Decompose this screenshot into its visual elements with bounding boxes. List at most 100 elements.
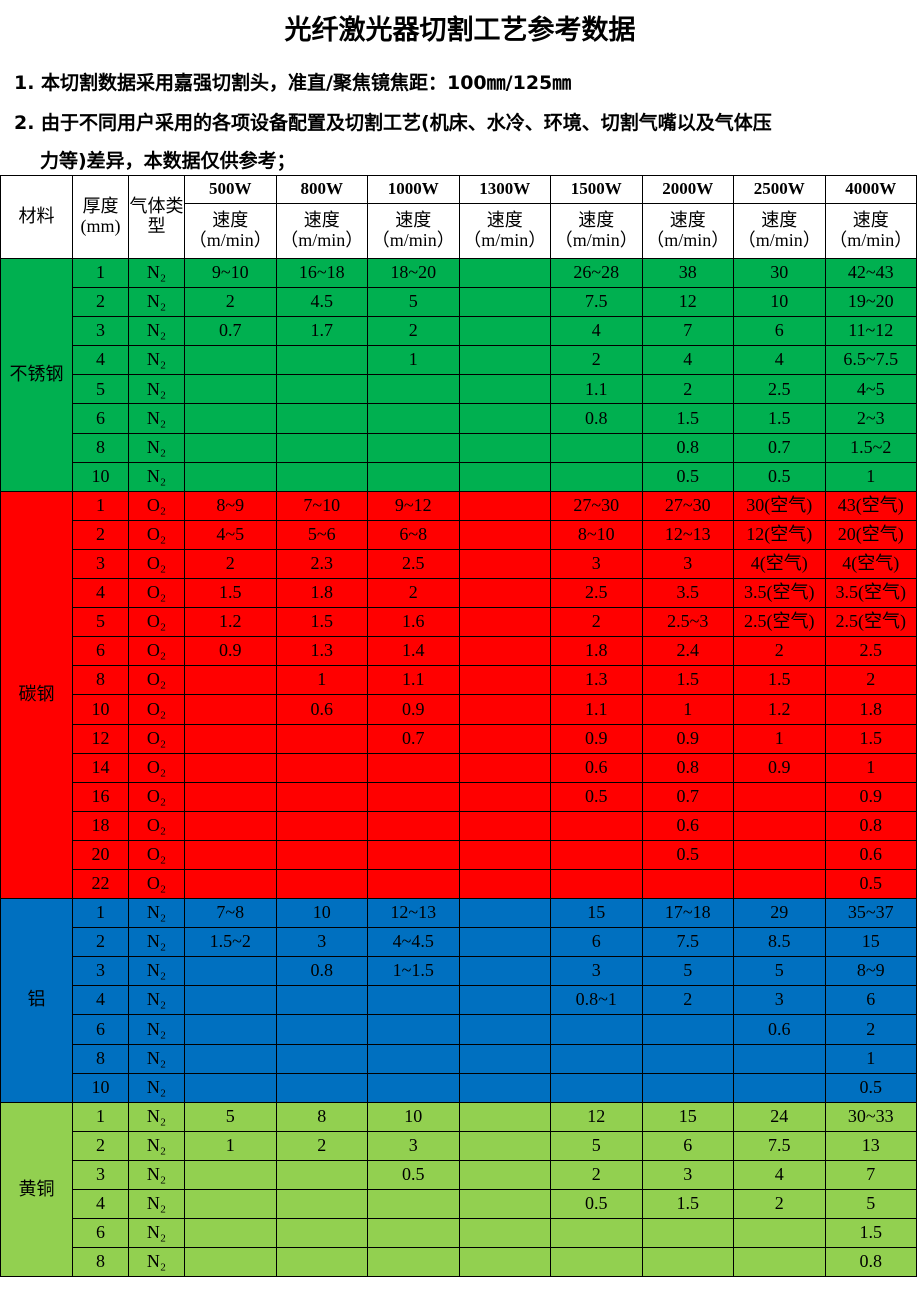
speed-cell [184, 1014, 277, 1045]
speed-cell: 4~4.5 [367, 927, 460, 958]
speed-cell: 2~3 [824, 403, 917, 434]
speed-cell: 1 [824, 752, 917, 783]
speed-cell [458, 956, 551, 987]
speed-cell: 5~6 [275, 519, 368, 550]
speed-cell [367, 752, 460, 783]
gas-cell: N₂ [128, 956, 185, 987]
speed-cell: 2.5(空气) [733, 607, 826, 638]
speed-cell: 12(空气) [733, 519, 826, 550]
header-power: 4000W [824, 175, 917, 204]
speed-cell [275, 432, 368, 463]
gas-cell: O₂ [128, 868, 185, 900]
speed-cell [367, 1188, 460, 1220]
speed-cell [275, 723, 368, 754]
speed-cell: 0.8~1 [550, 985, 643, 1016]
speed-cell [275, 461, 368, 492]
speed-cell: 8 [275, 1101, 368, 1132]
speed-cell: 10 [367, 1101, 460, 1132]
thickness-cell: 2 [72, 519, 129, 550]
header-speed: 速度（m/min） [641, 203, 734, 259]
gas-cell: N₂ [128, 1072, 185, 1103]
speed-cell [275, 1218, 368, 1249]
speed-cell [184, 345, 277, 376]
speed-cell [458, 345, 551, 376]
speed-cell [458, 898, 551, 929]
speed-cell [458, 927, 551, 958]
speed-cell: 4 [641, 345, 734, 376]
speed-cell [184, 752, 277, 783]
gas-cell: N₂ [128, 1101, 185, 1132]
speed-cell [367, 432, 460, 463]
gas-cell: N₂ [128, 1014, 185, 1045]
speed-cell: 2 [275, 1130, 368, 1161]
speed-cell [184, 1159, 277, 1191]
speed-cell [367, 868, 460, 900]
speed-cell: 4~5 [184, 519, 277, 550]
speed-cell: 1.5 [824, 723, 917, 754]
thickness-cell: 3 [72, 548, 129, 580]
speed-cell: 1.8 [824, 694, 917, 725]
speed-cell [550, 1247, 643, 1278]
thickness-cell: 20 [72, 839, 129, 870]
speed-cell: 0.5 [550, 1188, 643, 1220]
speed-cell: 2 [550, 607, 643, 638]
speed-cell: 1.6 [367, 607, 460, 638]
speed-cell [458, 868, 551, 900]
speed-cell [275, 403, 368, 434]
gas-cell: O₂ [128, 781, 185, 812]
speed-cell [458, 723, 551, 754]
speed-cell: 0.9 [824, 781, 917, 812]
table-row: 18 O₂ 0.6 0.8 [0, 810, 917, 841]
speed-cell: 8~9 [824, 956, 917, 987]
speed-cell: 1.8 [275, 578, 368, 609]
speed-cell: 0.5 [824, 1072, 917, 1103]
speed-cell [275, 1247, 368, 1278]
speed-cell: 12~13 [367, 898, 460, 929]
thickness-cell: 22 [72, 868, 129, 900]
table-row: 20 O₂ 0.5 0.6 [0, 839, 917, 870]
speed-cell [184, 665, 277, 696]
gas-cell: N₂ [128, 1043, 185, 1074]
speed-cell: 7 [824, 1159, 917, 1191]
speed-cell [367, 1247, 460, 1278]
speed-cell [458, 1043, 551, 1074]
speed-cell [458, 607, 551, 638]
gas-cell: N₂ [128, 345, 185, 376]
speed-cell: 3 [733, 985, 826, 1016]
speed-cell [641, 1218, 734, 1249]
speed-cell: 2.5~3 [641, 607, 734, 638]
speed-cell: 2 [367, 578, 460, 609]
gas-cell: N₂ [128, 985, 185, 1016]
speed-cell: 13 [824, 1130, 917, 1161]
speed-cell: 2 [367, 316, 460, 347]
speed-cell [733, 781, 826, 812]
speed-cell: 1.5 [641, 1188, 734, 1220]
speed-cell: 0.9 [184, 636, 277, 667]
header-power: 2000W [641, 175, 734, 204]
speed-cell: 3 [641, 548, 734, 580]
speed-cell: 3 [275, 927, 368, 958]
gas-cell: O₂ [128, 810, 185, 841]
speed-cell [184, 461, 277, 492]
speed-cell [275, 839, 368, 870]
speed-cell [550, 461, 643, 492]
speed-cell: 38 [641, 257, 734, 289]
thickness-cell: 14 [72, 752, 129, 783]
speed-cell [458, 578, 551, 609]
thickness-cell: 10 [72, 1072, 129, 1103]
speed-cell: 16~18 [275, 257, 368, 289]
speed-cell [458, 1130, 551, 1161]
gas-cell: N₂ [128, 1188, 185, 1220]
speed-cell: 0.5 [367, 1159, 460, 1191]
speed-cell: 1.3 [550, 665, 643, 696]
thickness-cell: 3 [72, 956, 129, 987]
speed-cell: 15 [550, 898, 643, 929]
speed-cell: 1.5 [824, 1218, 917, 1249]
speed-cell: 4 [733, 1159, 826, 1191]
speed-cell [367, 810, 460, 841]
speed-cell [458, 432, 551, 463]
table-row: 14 O₂ 0.6 0.8 0.9 1 [0, 752, 917, 783]
speed-cell [184, 810, 277, 841]
speed-cell [275, 752, 368, 783]
speed-cell [367, 1014, 460, 1045]
